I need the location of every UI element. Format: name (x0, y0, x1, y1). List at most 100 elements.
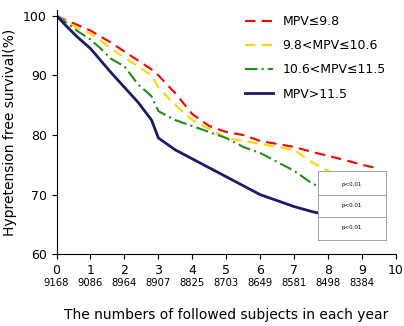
MPV>11.5 (98, 58, 103, 62)
10.6<MPV≤11.5 (275, 160, 280, 164)
MPV>11.5 (275, 199, 280, 202)
10.6<MPV≤11.5 (136, 82, 141, 86)
MPV>11.5 (108, 70, 113, 74)
10.6<MPV≤11.5 (292, 169, 297, 173)
MPV>11.5 (156, 136, 161, 140)
10.6<MPV≤11.5 (173, 118, 178, 122)
MPV≤9.8 (373, 166, 378, 170)
MPV>11.5 (309, 209, 314, 213)
Text: 8581: 8581 (282, 278, 307, 288)
9.8<MPV≤10.6 (275, 145, 280, 149)
MPV≤9.8 (190, 112, 195, 116)
10.6<MPV≤11.5 (360, 214, 364, 217)
9.8<MPV≤10.6 (207, 127, 212, 131)
10.6<MPV≤11.5 (258, 151, 263, 155)
9.8<MPV≤10.6 (88, 32, 93, 36)
10.6<MPV≤11.5 (74, 29, 79, 33)
MPV>11.5 (74, 35, 79, 38)
Y-axis label: Hypretension free survival(%): Hypretension free survival(%) (3, 28, 17, 236)
MPV≤9.8 (241, 133, 246, 137)
MPV>11.5 (173, 148, 178, 152)
MPV≤9.8 (98, 35, 103, 38)
Text: 8649: 8649 (248, 278, 273, 288)
9.8<MPV≤10.6 (343, 175, 347, 179)
10.6<MPV≤11.5 (224, 136, 229, 140)
9.8<MPV≤10.6 (258, 142, 263, 146)
MPV>11.5 (207, 166, 212, 170)
9.8<MPV≤10.6 (136, 65, 141, 68)
9.8<MPV≤10.6 (190, 118, 195, 122)
MPV>11.5 (88, 47, 93, 51)
MPV>11.5 (122, 85, 127, 89)
MPV≤9.8 (292, 145, 297, 149)
Text: 9086: 9086 (78, 278, 103, 288)
MPV>11.5 (343, 218, 347, 222)
MPV≤9.8 (343, 158, 347, 162)
MPV>11.5 (360, 223, 364, 227)
Line: 10.6<MPV≤11.5: 10.6<MPV≤11.5 (57, 16, 376, 221)
Text: 9168: 9168 (44, 278, 69, 288)
Legend: MPV≤9.8, 9.8<MPV≤10.6, 10.6<MPV≤11.5, MPV>11.5: MPV≤9.8, 9.8<MPV≤10.6, 10.6<MPV≤11.5, MP… (242, 11, 390, 104)
9.8<MPV≤10.6 (54, 14, 59, 18)
MPV>11.5 (136, 100, 141, 104)
10.6<MPV≤11.5 (373, 219, 378, 223)
MPV≤9.8 (309, 150, 314, 154)
9.8<MPV≤10.6 (64, 20, 69, 24)
MPV>11.5 (54, 14, 59, 18)
MPV≤9.8 (173, 91, 178, 95)
MPV≤9.8 (360, 163, 364, 167)
10.6<MPV≤11.5 (241, 145, 246, 149)
9.8<MPV≤10.6 (326, 169, 330, 173)
MPV≤9.8 (207, 124, 212, 128)
9.8<MPV≤10.6 (241, 139, 246, 143)
Text: 8703: 8703 (214, 278, 239, 288)
10.6<MPV≤11.5 (149, 94, 154, 98)
MPV≤9.8 (275, 142, 280, 146)
10.6<MPV≤11.5 (190, 124, 195, 128)
MPV>11.5 (241, 184, 246, 188)
10.6<MPV≤11.5 (207, 130, 212, 134)
10.6<MPV≤11.5 (309, 181, 314, 185)
9.8<MPV≤10.6 (149, 73, 154, 77)
MPV≤9.8 (74, 23, 79, 27)
MPV>11.5 (258, 193, 263, 197)
Text: 8964: 8964 (112, 278, 137, 288)
MPV≤9.8 (64, 19, 69, 22)
9.8<MPV≤10.6 (156, 85, 161, 89)
MPV≤9.8 (258, 139, 263, 143)
MPV>11.5 (224, 175, 229, 179)
MPV≤9.8 (108, 41, 113, 45)
MPV≤9.8 (54, 14, 59, 18)
Line: MPV>11.5: MPV>11.5 (57, 16, 376, 230)
10.6<MPV≤11.5 (122, 65, 127, 68)
MPV>11.5 (326, 214, 330, 217)
MPV≤9.8 (88, 29, 93, 33)
MPV≤9.8 (224, 130, 229, 134)
9.8<MPV≤10.6 (98, 39, 103, 43)
MPV≤9.8 (326, 154, 330, 158)
9.8<MPV≤10.6 (373, 184, 378, 188)
9.8<MPV≤10.6 (292, 148, 297, 152)
9.8<MPV≤10.6 (122, 55, 127, 59)
Text: 8907: 8907 (146, 278, 171, 288)
Line: 9.8<MPV≤10.6: 9.8<MPV≤10.6 (57, 16, 376, 186)
10.6<MPV≤11.5 (108, 57, 113, 61)
MPV≤9.8 (136, 58, 141, 62)
10.6<MPV≤11.5 (326, 190, 330, 194)
MPV≤9.8 (149, 67, 154, 71)
10.6<MPV≤11.5 (88, 37, 93, 41)
9.8<MPV≤10.6 (74, 26, 79, 30)
10.6<MPV≤11.5 (54, 14, 59, 18)
MPV>11.5 (149, 118, 154, 122)
Text: The numbers of followed subjects in each year: The numbers of followed subjects in each… (64, 308, 388, 322)
9.8<MPV≤10.6 (309, 160, 314, 164)
10.6<MPV≤11.5 (343, 202, 347, 206)
Line: MPV≤9.8: MPV≤9.8 (57, 16, 376, 168)
10.6<MPV≤11.5 (98, 47, 103, 51)
MPV>11.5 (373, 229, 378, 232)
MPV>11.5 (64, 24, 69, 28)
MPV>11.5 (292, 205, 297, 209)
9.8<MPV≤10.6 (173, 103, 178, 107)
Text: 8384: 8384 (349, 278, 375, 288)
10.6<MPV≤11.5 (64, 21, 69, 25)
